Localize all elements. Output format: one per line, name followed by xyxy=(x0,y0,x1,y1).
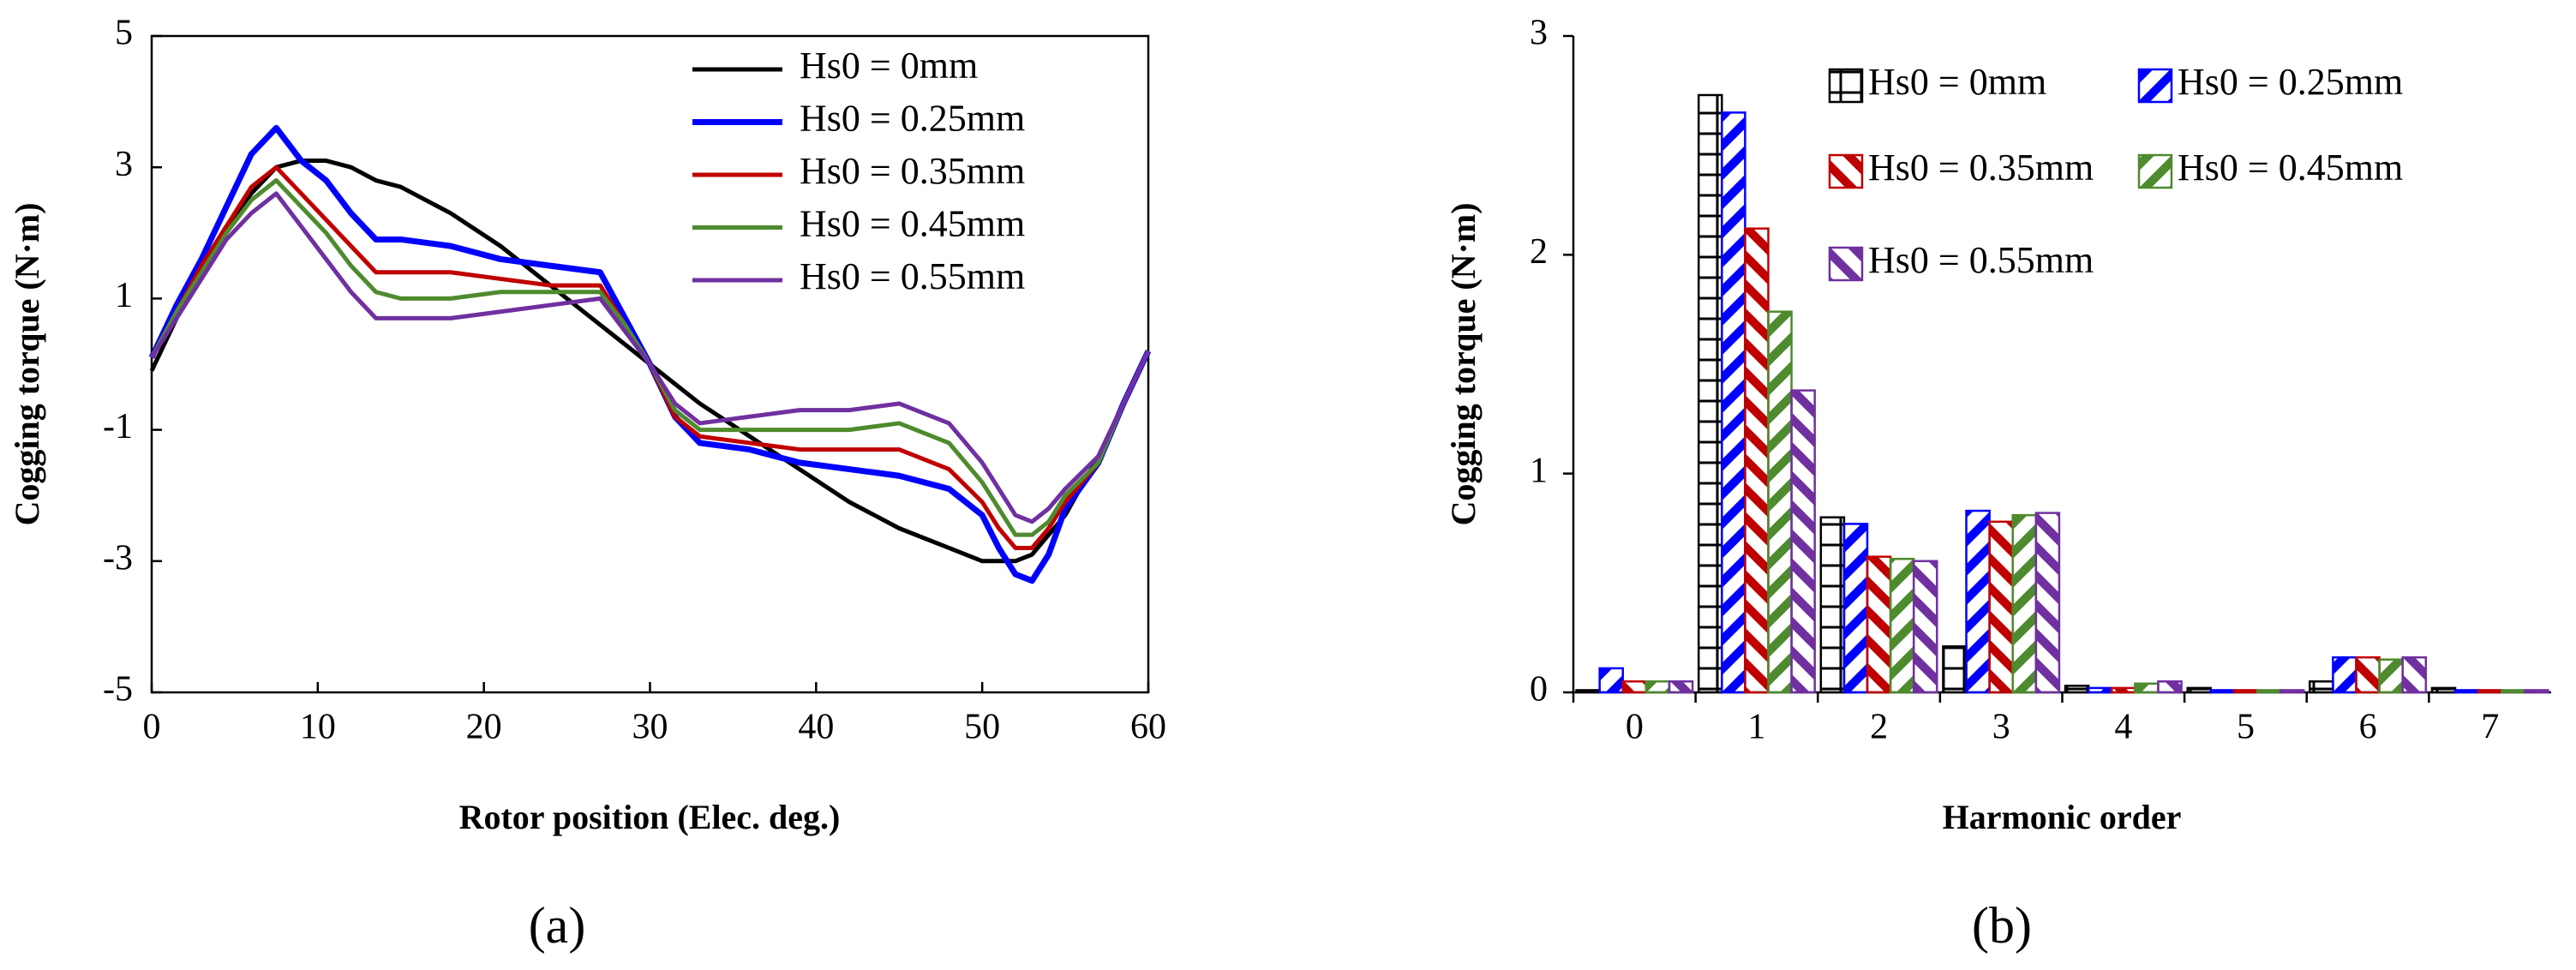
bar xyxy=(2087,686,2113,694)
bar xyxy=(1697,93,1723,694)
legend-swatch xyxy=(1828,68,1864,104)
bar xyxy=(1598,667,1625,694)
panel-label: (b) xyxy=(1972,897,2032,954)
legend-label: Hs0 = 0mm xyxy=(1868,61,2046,103)
x-axis-label: Harmonic order xyxy=(1943,798,2182,836)
x-tick-label: 20 xyxy=(466,708,502,747)
bar xyxy=(2034,512,2061,694)
x-tick-label: 1 xyxy=(1747,708,1765,747)
y-tick-label: 1 xyxy=(1530,451,1548,490)
bar xyxy=(1965,509,1991,694)
bar xyxy=(2430,686,2457,694)
bar xyxy=(2232,689,2259,694)
y-axis-label: Cogging torque (N·m) xyxy=(1444,202,1483,525)
bar xyxy=(2279,689,2305,694)
bar xyxy=(1721,111,1746,694)
legend-swatch xyxy=(2137,153,2173,189)
bar xyxy=(1988,520,2014,694)
bar xyxy=(1942,645,1968,694)
y-tick-label: -5 xyxy=(103,670,133,710)
series-line xyxy=(149,191,1151,524)
y-tick-label: 3 xyxy=(115,145,133,184)
bar xyxy=(2209,689,2236,694)
legend-label: Hs0 = 0.35mm xyxy=(800,150,1025,192)
bar xyxy=(2401,656,2428,694)
legend-label: Hs0 = 0.25mm xyxy=(800,98,1025,140)
legend-label: Hs0 = 0.55mm xyxy=(1868,239,2094,281)
legend-label: Hs0 = 0.25mm xyxy=(2178,61,2403,103)
x-axis-label: Rotor position (Elec. deg.) xyxy=(459,798,841,836)
x-tick-label: 0 xyxy=(143,708,161,747)
y-tick-label: 2 xyxy=(1530,232,1548,272)
x-tick-label: 7 xyxy=(2481,708,2499,747)
bar xyxy=(2355,656,2381,694)
x-tick-label: 50 xyxy=(964,708,1000,747)
legend-label: Hs0 = 0.45mm xyxy=(800,203,1025,245)
bar xyxy=(1767,310,1793,694)
x-tick-label: 6 xyxy=(2359,708,2377,747)
x-tick-label: 5 xyxy=(2237,708,2255,747)
y-tick-label: 3 xyxy=(1530,14,1548,53)
legend-label: Hs0 = 0.45mm xyxy=(2178,147,2403,189)
bar xyxy=(1668,680,1694,694)
bar xyxy=(2378,658,2404,694)
y-tick-label: 1 xyxy=(115,276,133,315)
bar xyxy=(1790,389,1816,694)
bar xyxy=(1866,555,1892,694)
bar xyxy=(2111,686,2136,694)
y-tick-label: -1 xyxy=(103,407,133,446)
legend-swatch xyxy=(1828,246,1864,282)
x-tick-label: 3 xyxy=(1992,708,2010,747)
x-tick-label: 30 xyxy=(632,708,668,747)
bar xyxy=(2477,689,2503,694)
bar xyxy=(2453,689,2480,694)
legend-label: Hs0 = 0.55mm xyxy=(800,255,1025,297)
x-tick-label: 60 xyxy=(1130,708,1166,747)
bar xyxy=(1575,689,1601,694)
panel-label: (a) xyxy=(529,897,586,954)
y-tick-label: -3 xyxy=(103,538,133,578)
bar xyxy=(1621,680,1648,694)
legend-label: Hs0 = 0mm xyxy=(800,45,978,87)
bar xyxy=(1889,557,1915,694)
bar xyxy=(2134,682,2160,694)
y-tick-label: 5 xyxy=(115,14,133,53)
y-axis-label: Cogging torque (N·m) xyxy=(8,202,46,525)
bar xyxy=(1819,516,1846,694)
legend-label: Hs0 = 0.35mm xyxy=(1868,147,2094,189)
bar xyxy=(1744,227,1770,694)
x-tick-label: 4 xyxy=(2114,708,2132,747)
y-tick-label: 0 xyxy=(1530,670,1548,710)
bar xyxy=(2011,513,2038,694)
bar xyxy=(2157,680,2183,694)
bar xyxy=(1912,560,1938,694)
legend-swatch xyxy=(1828,153,1864,189)
bar xyxy=(2255,689,2282,694)
bar xyxy=(2500,689,2526,694)
bar xyxy=(2524,689,2549,694)
bar xyxy=(2064,685,2090,694)
x-tick-label: 10 xyxy=(300,708,336,747)
bar xyxy=(2309,680,2334,694)
bar xyxy=(1644,680,1671,694)
x-tick-label: 40 xyxy=(798,708,834,747)
legend-swatch xyxy=(2137,68,2173,104)
bar xyxy=(1842,523,1869,694)
bar xyxy=(2186,686,2213,694)
bar xyxy=(2332,656,2357,694)
x-tick-label: 2 xyxy=(1870,708,1888,747)
x-tick-label: 0 xyxy=(1626,708,1644,747)
